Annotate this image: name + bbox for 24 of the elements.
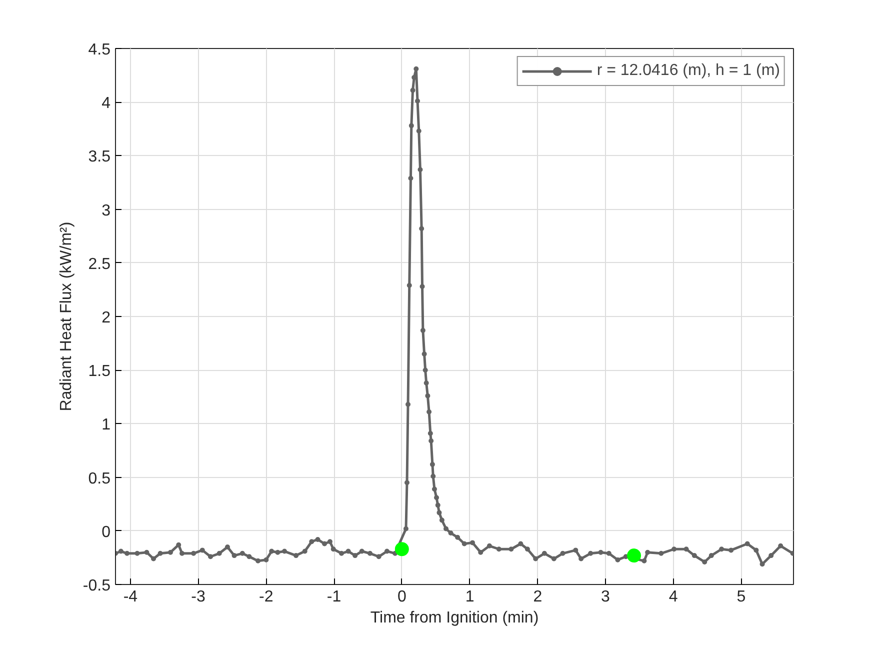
x-tick-label: -4 xyxy=(123,588,138,606)
x-axis-title: Time from Ignition (min) xyxy=(370,610,539,626)
y-tick-label: 4.5 xyxy=(88,42,111,58)
x-tick-label: 2 xyxy=(533,588,542,606)
y-axis-title: Radiant Heat Flux (kW/m²) xyxy=(58,222,75,412)
y-tick-label: 1.5 xyxy=(88,363,111,380)
y-tick-label: 3 xyxy=(102,202,111,220)
y-tick-label: 2.5 xyxy=(88,256,111,273)
x-tick-label: -2 xyxy=(259,588,274,606)
x-tick-label: 5 xyxy=(736,588,746,606)
legend-label: r = 12.0416 (m), h = 1 (m) xyxy=(596,62,780,80)
x-tick-label: -1 xyxy=(326,588,342,606)
x-tick-label: 0 xyxy=(397,588,406,606)
x-tick-label: 1 xyxy=(465,588,474,606)
x-tick-label: 4 xyxy=(668,588,678,606)
x-tick-label: 3 xyxy=(601,588,610,606)
y-tick-label: 2 xyxy=(102,310,111,326)
y-tick-label: 3.5 xyxy=(88,148,111,166)
y-tick-label: 4 xyxy=(102,95,111,112)
x-tick-label: -3 xyxy=(191,588,206,606)
y-tick-label: 1 xyxy=(102,416,111,434)
y-tick-label: 0 xyxy=(102,524,111,541)
y-tick-label: -0.5 xyxy=(82,578,111,594)
y-tick-label: 0.5 xyxy=(88,470,111,488)
